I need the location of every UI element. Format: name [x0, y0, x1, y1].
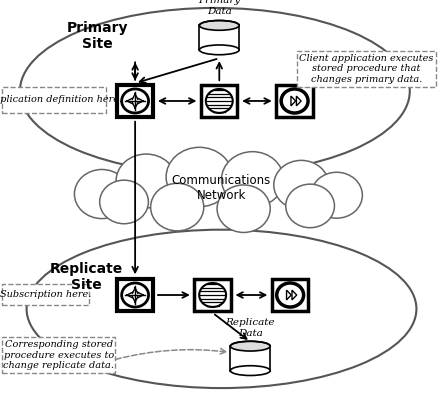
FancyBboxPatch shape [2, 337, 115, 373]
Circle shape [166, 147, 233, 207]
Circle shape [206, 89, 233, 113]
Circle shape [274, 160, 329, 209]
Ellipse shape [199, 21, 239, 30]
Ellipse shape [199, 45, 239, 55]
Text: Communications
Network: Communications Network [172, 174, 271, 202]
Polygon shape [292, 290, 297, 300]
Ellipse shape [20, 8, 410, 174]
Bar [117, 85, 153, 117]
Circle shape [74, 169, 129, 219]
Bar [276, 85, 313, 117]
Text: Client application executes
stored procedure that
changes primary data.: Client application executes stored proce… [299, 54, 434, 84]
Circle shape [100, 180, 148, 224]
Ellipse shape [230, 341, 270, 351]
FancyBboxPatch shape [2, 87, 106, 113]
Circle shape [286, 184, 334, 228]
Text: Replication definition here.: Replication definition here. [0, 95, 122, 105]
Circle shape [122, 89, 148, 113]
Bar [272, 279, 308, 311]
FancyBboxPatch shape [297, 51, 436, 87]
Text: Subscription here.: Subscription here. [0, 290, 91, 299]
Circle shape [122, 283, 148, 307]
Text: Replicate
Site: Replicate Site [50, 262, 123, 292]
Bar [199, 25, 239, 50]
Polygon shape [287, 290, 291, 300]
Bar [194, 279, 231, 311]
Ellipse shape [27, 230, 416, 388]
Bar [117, 279, 153, 311]
Ellipse shape [230, 366, 270, 375]
Text: Replicate
Data: Replicate Data [225, 318, 275, 338]
FancyBboxPatch shape [2, 284, 89, 305]
Circle shape [217, 185, 270, 232]
Polygon shape [291, 96, 295, 106]
Circle shape [199, 283, 226, 307]
Circle shape [222, 152, 284, 207]
Polygon shape [296, 96, 301, 106]
Text: Primary
Data: Primary Data [198, 0, 241, 16]
Circle shape [281, 89, 308, 113]
Text: Corresponding stored
procedure executes to
change replicate data.: Corresponding stored procedure executes … [3, 340, 114, 370]
Circle shape [277, 283, 303, 307]
Circle shape [311, 172, 362, 218]
Text: Primary
Site: Primary Site [67, 21, 128, 51]
Circle shape [116, 154, 176, 208]
Circle shape [151, 183, 204, 231]
Bar [201, 85, 237, 117]
Bar [230, 346, 270, 371]
